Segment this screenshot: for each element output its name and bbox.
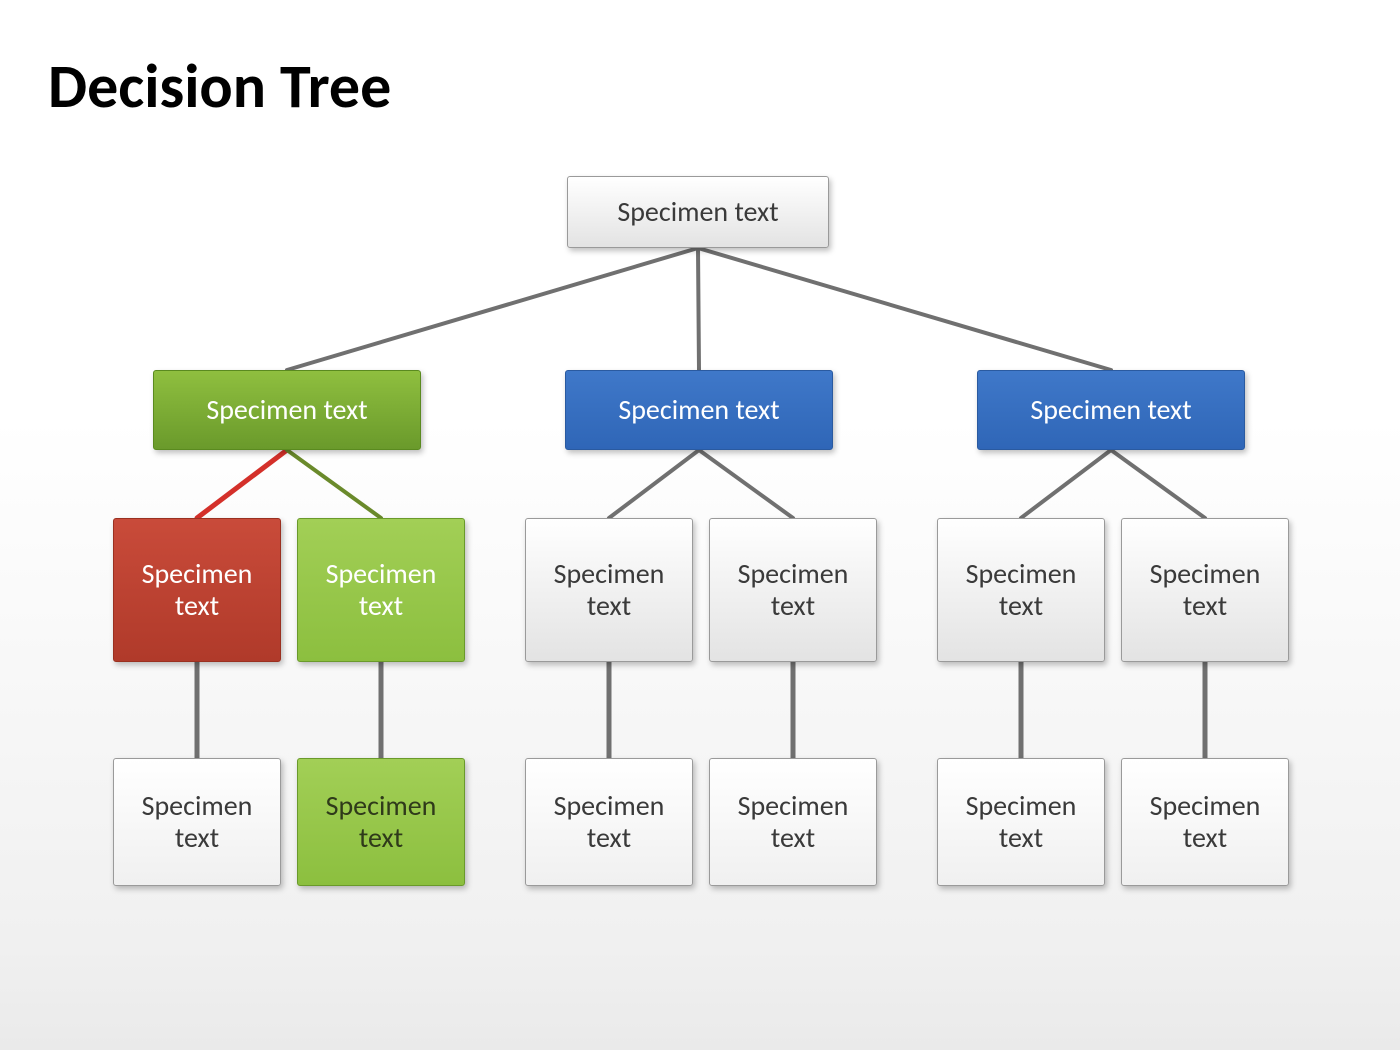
tree-node-label: Specimen text: [944, 790, 1098, 854]
tree-node-l6: Specimen text: [1121, 758, 1289, 886]
tree-node-b4: Specimen text: [709, 518, 877, 662]
tree-node-l4: Specimen text: [709, 758, 877, 886]
tree-node-label: Specimen text: [532, 558, 686, 622]
edge-m3-b5: [1021, 450, 1111, 518]
tree-node-label: Specimen text: [120, 790, 274, 854]
tree-node-label: Specimen text: [618, 394, 779, 426]
tree-node-label: Specimen text: [304, 790, 458, 854]
tree-node-label: Specimen text: [1128, 790, 1282, 854]
tree-node-b6: Specimen text: [1121, 518, 1289, 662]
tree-node-b1: Specimen text: [113, 518, 281, 662]
tree-node-label: Specimen text: [617, 196, 778, 228]
tree-node-label: Specimen text: [716, 558, 870, 622]
tree-node-b3: Specimen text: [525, 518, 693, 662]
tree-node-label: Specimen text: [120, 558, 274, 622]
tree-node-m1: Specimen text: [153, 370, 421, 450]
tree-node-m2: Specimen text: [565, 370, 833, 450]
tree-node-l2: Specimen text: [297, 758, 465, 886]
tree-node-label: Specimen text: [1128, 558, 1282, 622]
edge-root-m1: [287, 248, 698, 370]
tree-node-root: Specimen text: [567, 176, 829, 248]
edge-m1-b1: [197, 450, 287, 518]
tree-node-b5: Specimen text: [937, 518, 1105, 662]
edge-root-m2: [698, 248, 699, 370]
tree-node-b2: Specimen text: [297, 518, 465, 662]
edge-m2-b3: [609, 450, 699, 518]
slide-title: Decision Tree: [48, 48, 391, 124]
tree-node-l5: Specimen text: [937, 758, 1105, 886]
edge-root-m3: [698, 248, 1111, 370]
tree-node-label: Specimen text: [1030, 394, 1191, 426]
edge-m3-b6: [1111, 450, 1205, 518]
tree-node-m3: Specimen text: [977, 370, 1245, 450]
tree-node-label: Specimen text: [206, 394, 367, 426]
tree-node-l1: Specimen text: [113, 758, 281, 886]
tree-node-label: Specimen text: [304, 558, 458, 622]
edge-m2-b4: [699, 450, 793, 518]
tree-node-label: Specimen text: [716, 790, 870, 854]
edge-m1-b2: [287, 450, 381, 518]
tree-node-label: Specimen text: [532, 790, 686, 854]
tree-node-label: Specimen text: [944, 558, 1098, 622]
tree-node-l3: Specimen text: [525, 758, 693, 886]
